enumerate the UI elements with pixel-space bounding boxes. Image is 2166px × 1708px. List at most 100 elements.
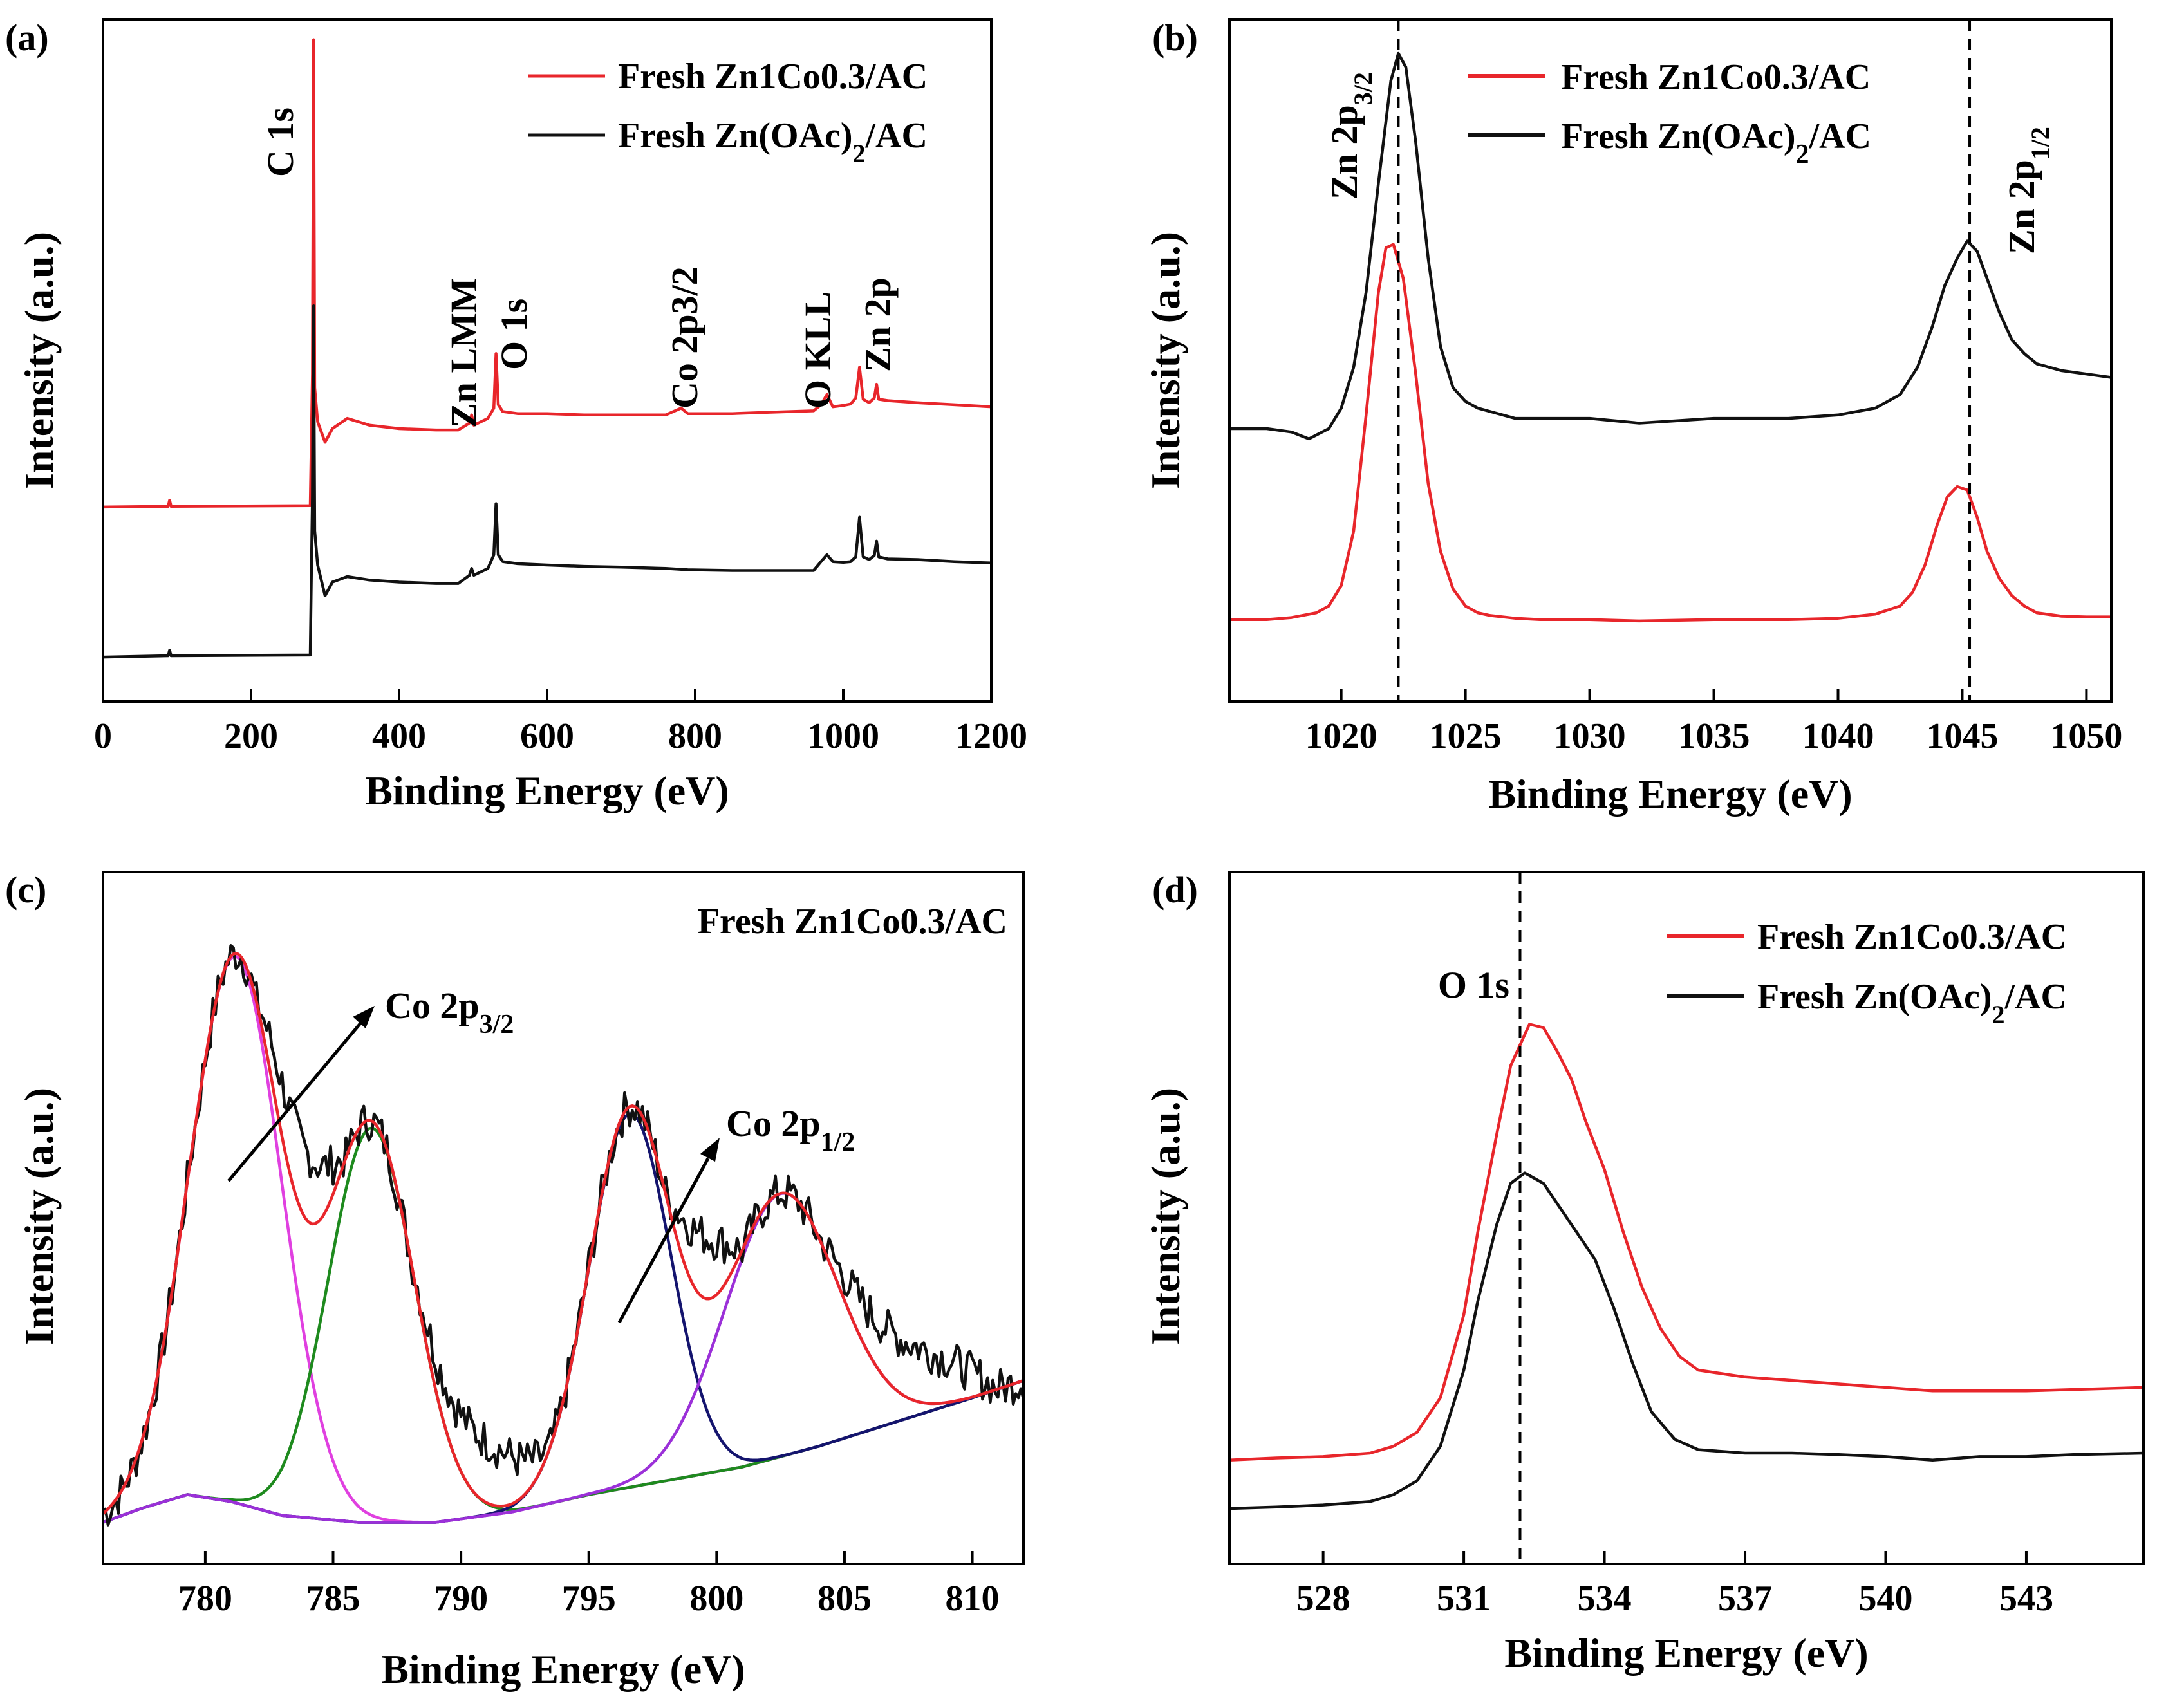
- legend-subscript: 2: [1992, 1000, 2005, 1029]
- panel-a-x-tick-label: 400: [372, 716, 426, 756]
- panel-a-y-axis-label: Intensity (a.u.): [16, 232, 62, 489]
- panel-a-x-tick-label: 800: [668, 716, 722, 756]
- annotation-zn-lmm: Zn LMM: [443, 277, 485, 428]
- panel-a-series-zn-oac2-ac: [102, 304, 992, 659]
- arrow-co2p12-line: [617, 1157, 710, 1324]
- annotation-subscript: 1/2: [821, 1128, 855, 1157]
- panel-c-x-tick-label: 785: [306, 1579, 360, 1619]
- panel-c-fit-envelope: [102, 952, 1024, 1516]
- annotation-co2p32: Co 2p3/2: [385, 985, 514, 1039]
- annotation-zn2p12: Zn 2p1/2: [2001, 127, 2055, 254]
- annotation-subscript: 3/2: [1349, 72, 1377, 105]
- panel-a-x-tick-label: 200: [224, 716, 278, 756]
- panel-d-x-tick-label: 531: [1437, 1579, 1491, 1619]
- panel-b-series: [1229, 51, 2112, 623]
- panel-c-label: (c): [5, 869, 46, 911]
- panel-b-x-tick-label: 1035: [1678, 716, 1750, 756]
- legend-subscript: 2: [1796, 140, 1809, 169]
- annotation-subscript: 1/2: [2026, 127, 2055, 160]
- panel-b-x-tick-label: 1040: [1802, 716, 1874, 756]
- panel-a-x-tick-label: 1200: [955, 716, 1027, 756]
- panel-a-x-tick-label: 1000: [807, 716, 879, 756]
- panel-c-x-axis-label: Binding Energy (eV): [381, 1646, 745, 1692]
- panel-a: (a) 0 200 400 600 800 1000 1200 Binding Energy…: [5, 17, 1027, 813]
- annotation-o1s: O 1s: [493, 299, 535, 370]
- panel-b-dashed-lines: [1397, 19, 1972, 701]
- panel-a-x-tick-label: 600: [520, 716, 574, 756]
- panel-c: (c) 780 785 790 795 800 805 810 Binding Energy…: [5, 869, 1025, 1692]
- panel-a-label: (a): [5, 17, 49, 59]
- panel-c-x-tick-label: 805: [817, 1579, 872, 1619]
- panel-b-x-tick-label: 1020: [1305, 716, 1377, 756]
- annotation-co2p32: Co 2p3/2: [664, 266, 705, 409]
- legend-text-part: Fresh Zn(OAc): [1757, 977, 1992, 1017]
- panel-d-legend-label-1: Fresh Zn1Co0.3/AC: [1757, 917, 2067, 957]
- panel-b-x-tick-label: 1025: [1430, 716, 1502, 756]
- annotation-o-kll: O KLL: [797, 292, 839, 409]
- panel-d-x-tick-label: 540: [1858, 1579, 1912, 1619]
- panel-a-legend-label-2: Fresh Zn(OAc)2/AC: [618, 116, 928, 168]
- panel-b-series-zn-oac2-ac: [1229, 51, 2112, 441]
- panel-d-legend-label-2: Fresh Zn(OAc)2/AC: [1757, 977, 2067, 1029]
- panel-c-series: [101, 944, 1025, 1527]
- panel-a-series-zn1co03-ac: [102, 38, 992, 509]
- legend-text-part: /AC: [865, 116, 928, 156]
- legend-text-part: /AC: [2004, 977, 2067, 1017]
- panel-a-series: [102, 38, 992, 659]
- panel-d: (d) 528 531 534 537 540 543 Binding Energy (e…: [1143, 869, 2145, 1676]
- panel-d-series: [1229, 1023, 2144, 1510]
- panel-d-x-tick-label: 537: [1718, 1579, 1772, 1619]
- annotation-text: Zn 2p: [1323, 105, 1365, 200]
- annotation-subscript: 3/2: [480, 1010, 514, 1039]
- legend-subscript: 2: [853, 139, 866, 168]
- arrow-co2p32-line: [227, 1022, 362, 1182]
- panel-c-sample-title: Fresh Zn1Co0.3/AC: [698, 902, 1007, 942]
- panel-b-x-tick-label: 1030: [1554, 716, 1626, 756]
- annotation-zn2p: Zn 2p: [857, 277, 899, 372]
- annotation-text: Co 2p: [726, 1102, 821, 1144]
- annotation-c1s: C 1s: [259, 107, 301, 177]
- panel-a-ticks: 0 200 400 600 800 1000 1200: [94, 689, 1027, 756]
- panel-d-x-tick-label: 543: [1999, 1579, 2053, 1619]
- panel-d-ticks: 528 531 534 537 540 543: [1296, 1551, 2053, 1619]
- panel-d-x-axis-label: Binding Energy (eV): [1504, 1630, 1868, 1676]
- panel-b-y-axis-label: Intensity (a.u.): [1143, 232, 1188, 489]
- panel-b-x-tick-label: 1045: [1926, 716, 1998, 756]
- annotation-zn2p32: Zn 2p3/2: [1323, 72, 1377, 200]
- panel-a-x-axis-label: Binding Energy (eV): [365, 768, 729, 813]
- arrow-co2p32-head: [353, 1006, 375, 1028]
- panel-c-x-tick-label: 790: [434, 1579, 488, 1619]
- panel-b-x-tick-label: 1050: [2050, 716, 2122, 756]
- panel-c-x-tick-label: 810: [946, 1579, 1000, 1619]
- panel-c-x-tick-label: 795: [562, 1579, 616, 1619]
- annotation-text: Zn 2p: [2001, 160, 2042, 254]
- legend-text-part: /AC: [1809, 116, 1871, 156]
- panel-c-x-tick-label: 780: [178, 1579, 232, 1619]
- panel-d-series-zn-oac2-ac: [1229, 1171, 2144, 1510]
- panel-b: (b) 1020 1025 1030 1035 1040 1045 1050 Binding…: [1143, 17, 2122, 817]
- legend-text-part: Fresh Zn(OAc): [618, 116, 853, 156]
- panel-b-ticks: 1020 1025 1030 1035 1040 1045 1050: [1305, 689, 2122, 756]
- panel-d-x-tick-label: 534: [1578, 1579, 1632, 1619]
- annotation-co2p12: Co 2p1/2: [726, 1102, 855, 1157]
- panel-c-fit-peak-4: [102, 1191, 1024, 1524]
- annotation-text: Co 2p: [385, 985, 480, 1026]
- legend-text-part: Fresh Zn(OAc): [1561, 116, 1796, 156]
- panel-a-x-tick-label: 0: [94, 716, 112, 756]
- panel-b-axes-frame: [1228, 18, 2113, 703]
- panel-c-ticks: 780 785 790 795 800 805 810: [178, 1551, 1000, 1619]
- panel-b-x-axis-label: Binding Energy (eV): [1488, 771, 1852, 817]
- panel-b-legend-label-1: Fresh Zn1Co0.3/AC: [1561, 57, 1871, 97]
- panel-c-fit-peak-3: [102, 1112, 1024, 1524]
- panel-c-experimental-data: [101, 944, 1025, 1527]
- panel-a-axes-frame: [102, 18, 993, 703]
- panel-d-label: (d): [1152, 869, 1198, 911]
- panel-c-fit-peak-1: [102, 954, 1024, 1524]
- annotation-o1s: O 1s: [1438, 964, 1509, 1006]
- panel-c-y-axis-label: Intensity (a.u.): [16, 1088, 62, 1345]
- panel-d-series-zn1co03-ac: [1229, 1023, 2144, 1462]
- panel-d-axes-frame: [1228, 871, 2145, 1565]
- panel-b-legend-label-2: Fresh Zn(OAc)2/AC: [1561, 116, 1871, 169]
- panel-b-label: (b): [1152, 17, 1198, 59]
- panel-c-axes-frame: [102, 871, 1025, 1565]
